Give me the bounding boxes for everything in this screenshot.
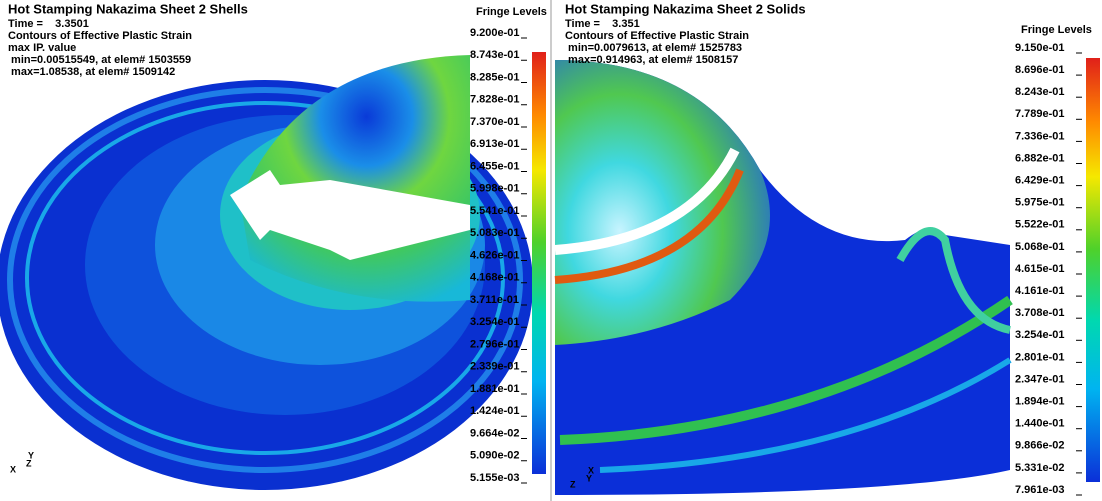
fringe-level: 4.626e-01 [470,249,520,261]
axis-label: Z [570,479,576,489]
fringe-level: 6.429e-01 [1015,175,1065,187]
fringe-level: 5.155e-03 [470,472,520,484]
fringe-level: 9.200e-01 [470,27,520,39]
fringe-level: 8.243e-01 [1015,86,1065,98]
fringe-level: 5.998e-01 [470,183,520,195]
fringe-level: 2.801e-01 [1015,351,1065,363]
fringe-level: 8.696e-01 [1015,64,1065,76]
fringe-level: 1.424e-01 [470,405,520,417]
fringe-level: 7.789e-01 [1015,108,1065,120]
fringe-level: 3.711e-01 [470,294,519,306]
info-line: max=1.08538, at elem# 1509142 [8,66,175,78]
fringe-level: 8.285e-01 [470,71,520,83]
fringe-level: 5.083e-01 [470,227,520,239]
fringe-level: 3.254e-01 [470,316,520,328]
fringe-level: 7.828e-01 [470,94,520,106]
info-line: max=0.914963, at elem# 1508157 [565,54,738,66]
fringe-level: 9.866e-02 [1015,440,1065,452]
right-color-bar [1086,58,1100,482]
fringe-level: 9.150e-01 [1015,42,1065,54]
info-line: Contours of Effective Plastic Strain [565,30,749,42]
info-line: max IP. value [8,42,76,54]
fringe-level: 2.339e-01 [470,361,520,373]
fringe-level: 5.975e-01 [1015,197,1065,209]
fringe-level: 4.168e-01 [470,272,520,284]
fringe-level: 3.254e-01 [1015,329,1065,341]
fringe-level: 6.913e-01 [470,138,520,150]
fringe-level: 6.455e-01 [470,160,520,172]
fringe-level: 5.541e-01 [470,205,520,217]
info-line: Time = 3.3501 [8,18,89,30]
legend-title: Fringe Levels [476,6,547,18]
axis-label: Y [586,473,592,483]
fringe-level: 7.370e-01 [470,116,520,128]
right-model [555,60,1010,495]
panel-title: Hot Stamping Nakazima Sheet 2 Shells [8,1,248,16]
fringe-level: 4.615e-01 [1015,263,1065,275]
left-model [0,55,533,490]
fringe-level: 5.090e-02 [470,450,520,462]
fringe-level: 2.347e-01 [1015,373,1065,385]
fringe-level: 5.068e-01 [1015,241,1065,253]
fringe-level: 1.440e-01 [1015,418,1065,430]
left-color-bar [532,52,546,474]
info-line: min=0.00515549, at elem# 1503559 [8,54,191,66]
fringe-level: 8.743e-01 [470,49,520,61]
panel-title: Hot Stamping Nakazima Sheet 2 Solids [565,1,806,16]
fringe-level: 1.881e-01 [470,383,520,395]
fringe-level: 3.708e-01 [1015,307,1065,319]
fringe-level: 4.161e-01 [1015,285,1065,297]
fringe-level: 5.331e-02 [1015,462,1065,474]
screenshot: Hot Stamping Nakazima Sheet 2 Shells Time… [0,0,1102,501]
fringe-level: 2.796e-01 [470,338,520,350]
fringe-level: 5.522e-01 [1015,219,1065,231]
fringe-level: 7.961e-03 [1015,484,1065,496]
fringe-level: 7.336e-01 [1015,130,1065,142]
fringe-level: 6.882e-01 [1015,152,1065,164]
legend-title: Fringe Levels [1021,24,1092,36]
fringe-level: 9.664e-02 [470,427,520,439]
info-line: min=0.0079613, at elem# 1525783 [565,42,742,54]
info-line: Contours of Effective Plastic Strain [8,30,192,42]
info-line: Time = 3.351 [565,18,640,30]
axis-label: Z [26,458,32,468]
fringe-level: 1.894e-01 [1015,396,1065,408]
axis-label: X [10,464,16,474]
